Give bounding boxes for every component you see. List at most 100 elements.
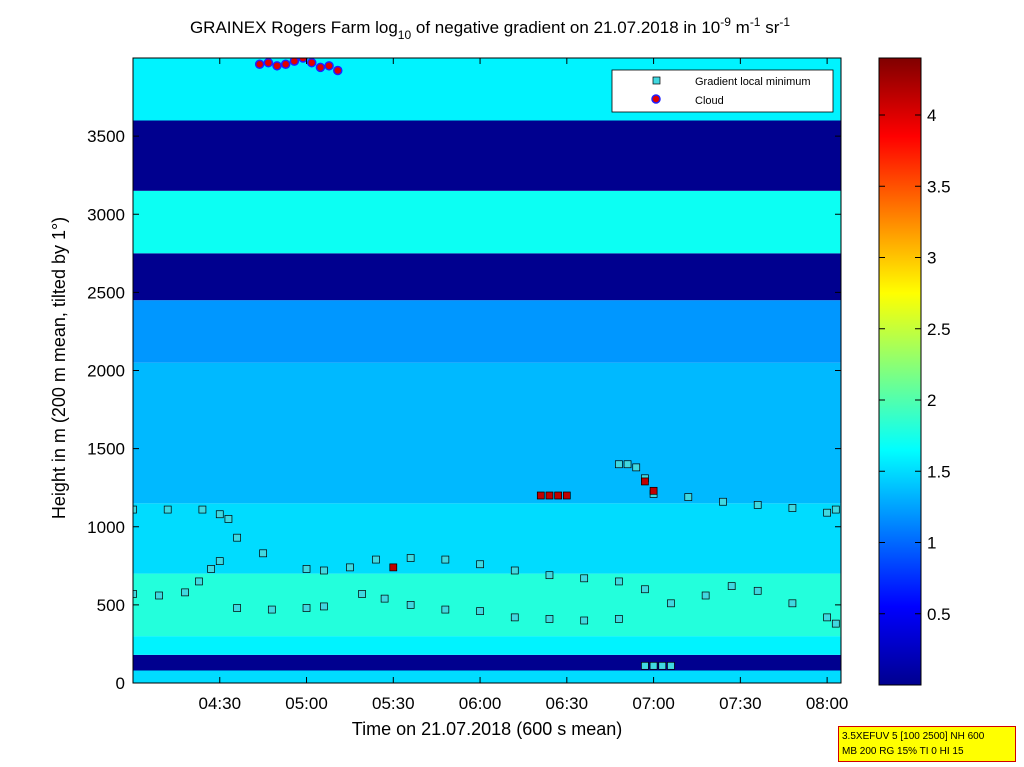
gradient-minimum-point (623, 460, 632, 469)
x-tick-label: 07:30 (719, 694, 762, 713)
y-tick-label: 0 (116, 674, 125, 693)
gradient-minimum-point (372, 555, 380, 564)
legend: Gradient local minimum Cloud (611, 69, 834, 113)
legend-box (611, 69, 834, 113)
x-tick-label: 06:30 (546, 694, 589, 713)
chart-title: GRAINEX Rogers Farm log10 of negative gr… (190, 15, 790, 42)
gradient-minimum-point (406, 601, 415, 609)
heatmap-band (133, 300, 841, 363)
cloud-point (324, 61, 334, 71)
gradient-minimum-point (195, 577, 203, 586)
cloud-point (289, 58, 300, 66)
gradient-minimum-point (641, 585, 649, 594)
gradient-minimum-point (380, 594, 389, 603)
gradient-minimum-point (207, 565, 215, 573)
heatmap-band (133, 120, 841, 191)
colorbar-tick-label: 3 (927, 249, 936, 268)
highlight-point (545, 491, 554, 500)
gradient-minimum-point (233, 604, 241, 612)
gradient-minimum-point (302, 565, 311, 573)
colorbar-tick-label: 3.5 (927, 177, 951, 196)
x-tick-label: 04:30 (198, 694, 241, 713)
colorbar-ticks: 0.5 1 1.5 2 2.5 3 3.5 4 (879, 106, 951, 624)
gradient-minimum-point (615, 615, 623, 623)
x-tick-label: 06:00 (459, 694, 502, 713)
gradient-minimum-point (181, 588, 189, 597)
gradient-minimum-point (406, 554, 415, 562)
highlight-point (649, 486, 658, 495)
gradient-minimum-point (823, 508, 831, 517)
heatmap-band (133, 253, 841, 301)
highlight-point (641, 477, 649, 486)
gradient-minimum-point (632, 463, 641, 472)
legend-label-cloud: Cloud (695, 95, 724, 107)
colorbar-tick-label: 4 (927, 106, 936, 125)
gradient-minimum-point (233, 533, 241, 542)
colorbar-tick-label: 2 (927, 391, 936, 410)
y-axis: 0 500 1000 1500 2000 2500 3000 3500 (87, 127, 841, 693)
gradient-minimum-point (658, 661, 667, 670)
gradient-minimum-point (545, 571, 554, 580)
gradient-minimum-point (259, 549, 267, 558)
y-tick-label: 2500 (87, 283, 125, 302)
heatmap-band (133, 362, 841, 504)
cloud-point (315, 62, 326, 73)
gradient-minimum-point (580, 574, 589, 583)
gradient-minimum-point (684, 493, 693, 501)
gradient-minimum-point (510, 613, 519, 622)
gradient-minimum-point (320, 602, 328, 611)
y-tick-label: 1500 (87, 440, 125, 459)
y-tick-label: 1000 (87, 518, 125, 537)
gradient-minimum-point (133, 590, 137, 598)
gradient-minimum-point (788, 504, 797, 512)
gradient-minimum-point (649, 661, 658, 670)
heatmap-band (133, 503, 841, 574)
y-tick-label: 3500 (87, 127, 125, 146)
x-tick-label: 07:00 (632, 694, 675, 713)
gradient-minimum-point (667, 599, 675, 608)
footnote-line-1: 3.5XEFUV 5 [100 2500] NH 600 (842, 731, 985, 742)
gradient-minimum-point (198, 505, 207, 514)
parameter-footnote: 3.5XEFUV 5 [100 2500] NH 600 MB 200 RG 1… (838, 726, 1016, 762)
gradient-minimum-point (215, 510, 224, 519)
gradient-minimum-point (823, 613, 831, 622)
gradient-minimum-point (580, 616, 589, 625)
cloud-point (280, 59, 291, 69)
gradient-minimum-point (545, 615, 554, 623)
gradient-minimum-point (476, 607, 484, 615)
x-tick-label: 05:30 (372, 694, 415, 713)
y-tick-label: 500 (97, 596, 125, 615)
gradient-minimum-point (346, 563, 354, 572)
x-axis-label: Time on 21.07.2018 (600 s mean) (352, 719, 623, 739)
colorbar-tick-label: 0.5 (927, 605, 951, 624)
highlight-point (389, 563, 398, 572)
gradient-minimum-point (358, 590, 366, 598)
colorbar-tick-label: 2.5 (927, 320, 951, 339)
markers (133, 58, 840, 670)
gradient-minimum-point (224, 515, 233, 523)
highlight-point (554, 491, 562, 500)
highlight-point (562, 491, 571, 500)
gradient-minimum-point (831, 505, 840, 514)
gradient-minimum-point (641, 661, 649, 670)
x-tick-label: 08:00 (806, 694, 849, 713)
x-tick-label: 05:00 (285, 694, 328, 713)
highlight-point (536, 491, 545, 500)
legend-circle-marker (651, 94, 661, 104)
gradient-minimum-point (163, 505, 172, 514)
gradient-minimum-point (615, 577, 623, 586)
cloud-point (306, 58, 317, 68)
gradient-minimum-point (441, 555, 450, 564)
legend-square-marker (652, 76, 661, 85)
y-tick-label: 3000 (87, 205, 125, 224)
cloud-point (298, 58, 308, 63)
gradient-minimum-point (320, 566, 328, 575)
gradient-minimum-point (267, 605, 276, 614)
y-axis-label: Height in m (200 m mean, tilted by 1°) (49, 217, 69, 519)
gradient-minimum-point (727, 582, 736, 590)
heatmap-band (133, 190, 841, 254)
footnote-line-2: MB 200 RG 15% TI 0 HI 15 (842, 746, 964, 757)
cloud-point (263, 58, 274, 68)
gradient-minimum-point (155, 591, 163, 600)
